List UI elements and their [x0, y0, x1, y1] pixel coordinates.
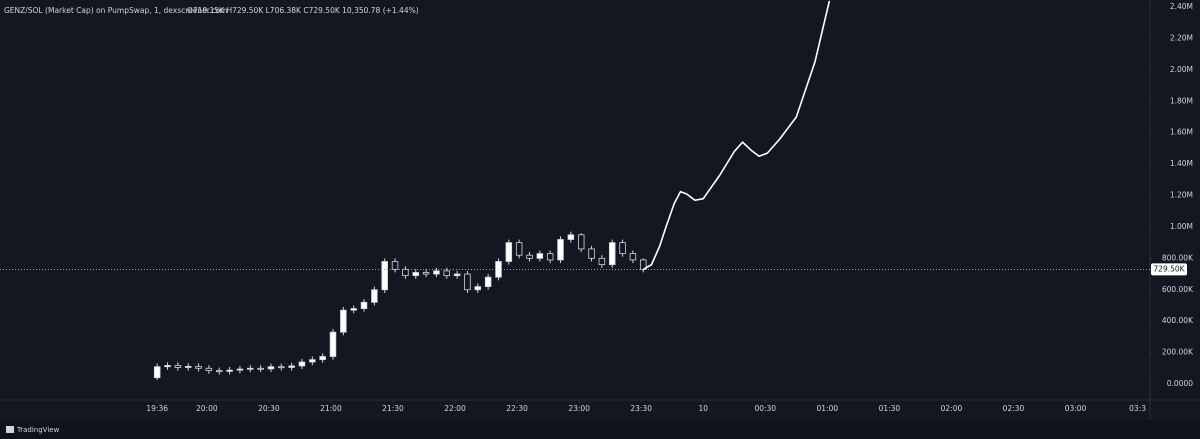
y-tick-label: 800.00K: [1162, 253, 1194, 262]
x-tick-label: 20:00: [196, 404, 218, 413]
candle-body: [309, 359, 316, 363]
candle-body: [412, 272, 419, 277]
ohlc-legend: O719.15K H729.50K L706.38K C729.50K 10,3…: [187, 6, 419, 15]
footer: [0, 420, 1200, 439]
candle-body: [619, 242, 626, 255]
x-tick-label: 22:00: [444, 404, 466, 413]
candle-body: [329, 331, 337, 357]
y-tick-label: 1.00M: [1170, 222, 1193, 231]
candle-body: [319, 356, 326, 361]
x-tick-label: 21:00: [320, 404, 342, 413]
plot-area: [153, 0, 831, 381]
candle-body: [174, 365, 182, 368]
x-tick-label: 21:30: [382, 404, 404, 413]
candle-body: [505, 242, 513, 262]
y-tick-label: 0.0000: [1167, 379, 1193, 388]
candle-body: [164, 365, 171, 368]
x-tick-label: 19:36: [146, 404, 168, 413]
candle-body: [453, 273, 461, 277]
candle-body: [515, 242, 523, 256]
candle-body: [247, 367, 254, 370]
y-tick-label: 2.40M: [1170, 2, 1193, 11]
branding: TradingView: [16, 426, 60, 434]
candle-body: [381, 261, 388, 291]
projection-line: [642, 0, 831, 271]
logo-icon: [6, 426, 14, 433]
x-tick-label: 22:30: [506, 404, 528, 413]
candle-body: [278, 366, 285, 369]
candle-body: [360, 301, 368, 309]
price-axis: [1150, 0, 1200, 420]
y-tick-label: 2.20M: [1170, 33, 1193, 42]
x-tick-label: 03:3: [1129, 404, 1146, 413]
x-tick-label: 01:00: [817, 404, 839, 413]
candle-body: [598, 257, 606, 266]
candle-body: [588, 248, 595, 259]
candle-body: [464, 273, 471, 291]
x-tick-label: 02:00: [941, 404, 963, 413]
candle-body: [184, 365, 192, 368]
y-tick-label: 1.60M: [1170, 128, 1193, 137]
candle-body: [391, 261, 399, 270]
candle-body: [350, 308, 357, 311]
y-tick-label: 1.40M: [1170, 159, 1193, 168]
y-tick-label: 200.00K: [1162, 348, 1194, 357]
y-tick-label: 1.20M: [1170, 191, 1193, 200]
candle-body: [443, 270, 451, 277]
x-tick-label: 10: [698, 404, 708, 413]
candle-body: [402, 268, 409, 277]
candle-body: [557, 239, 564, 261]
candle-body: [526, 254, 533, 259]
y-tick-label: 600.00K: [1162, 285, 1194, 294]
candle-body: [257, 367, 264, 370]
candle-body: [153, 366, 161, 379]
x-tick-label: 01:30: [879, 404, 901, 413]
candle-body: [640, 259, 647, 270]
last-price-tag-bg: [1151, 263, 1187, 276]
candle-body: [195, 365, 202, 369]
x-tick-label: 02:30: [1003, 404, 1025, 413]
candle-body: [536, 253, 544, 259]
candle-body: [546, 253, 554, 261]
last-price-tag: 729.50K: [1153, 264, 1185, 273]
candle-body: [288, 365, 295, 368]
y-tick-label: 2.00M: [1170, 65, 1193, 74]
x-tick-label: 03:00: [1065, 404, 1087, 413]
candle-body: [474, 286, 482, 291]
y-tick-label: 400.00K: [1162, 316, 1194, 325]
candle-body: [267, 366, 275, 370]
y-tick-label: 1.80M: [1170, 96, 1193, 105]
candle-body: [422, 272, 430, 275]
candle-body: [433, 270, 440, 275]
candle-body: [236, 368, 244, 371]
x-tick-label: 00:30: [754, 404, 776, 413]
candle-body: [577, 234, 585, 250]
candle-body: [484, 276, 492, 288]
x-tick-label: 20:30: [258, 404, 280, 413]
candle-body: [608, 242, 616, 266]
candle-body: [340, 309, 347, 333]
candle-body: [226, 369, 233, 372]
candle-body: [298, 361, 306, 367]
candle-body: [216, 370, 223, 373]
x-tick-label: 23:00: [568, 404, 590, 413]
candle-body: [205, 367, 213, 372]
candle-body: [567, 234, 575, 240]
candle-body: [629, 253, 637, 261]
candle-body: [371, 289, 378, 303]
chart-title: GENZ/SOL (Market Cap) on PumpSwap, 1, de…: [4, 6, 228, 15]
x-tick-label: 23:30: [630, 404, 652, 413]
tradingview-logo: TradingView: [6, 426, 60, 434]
